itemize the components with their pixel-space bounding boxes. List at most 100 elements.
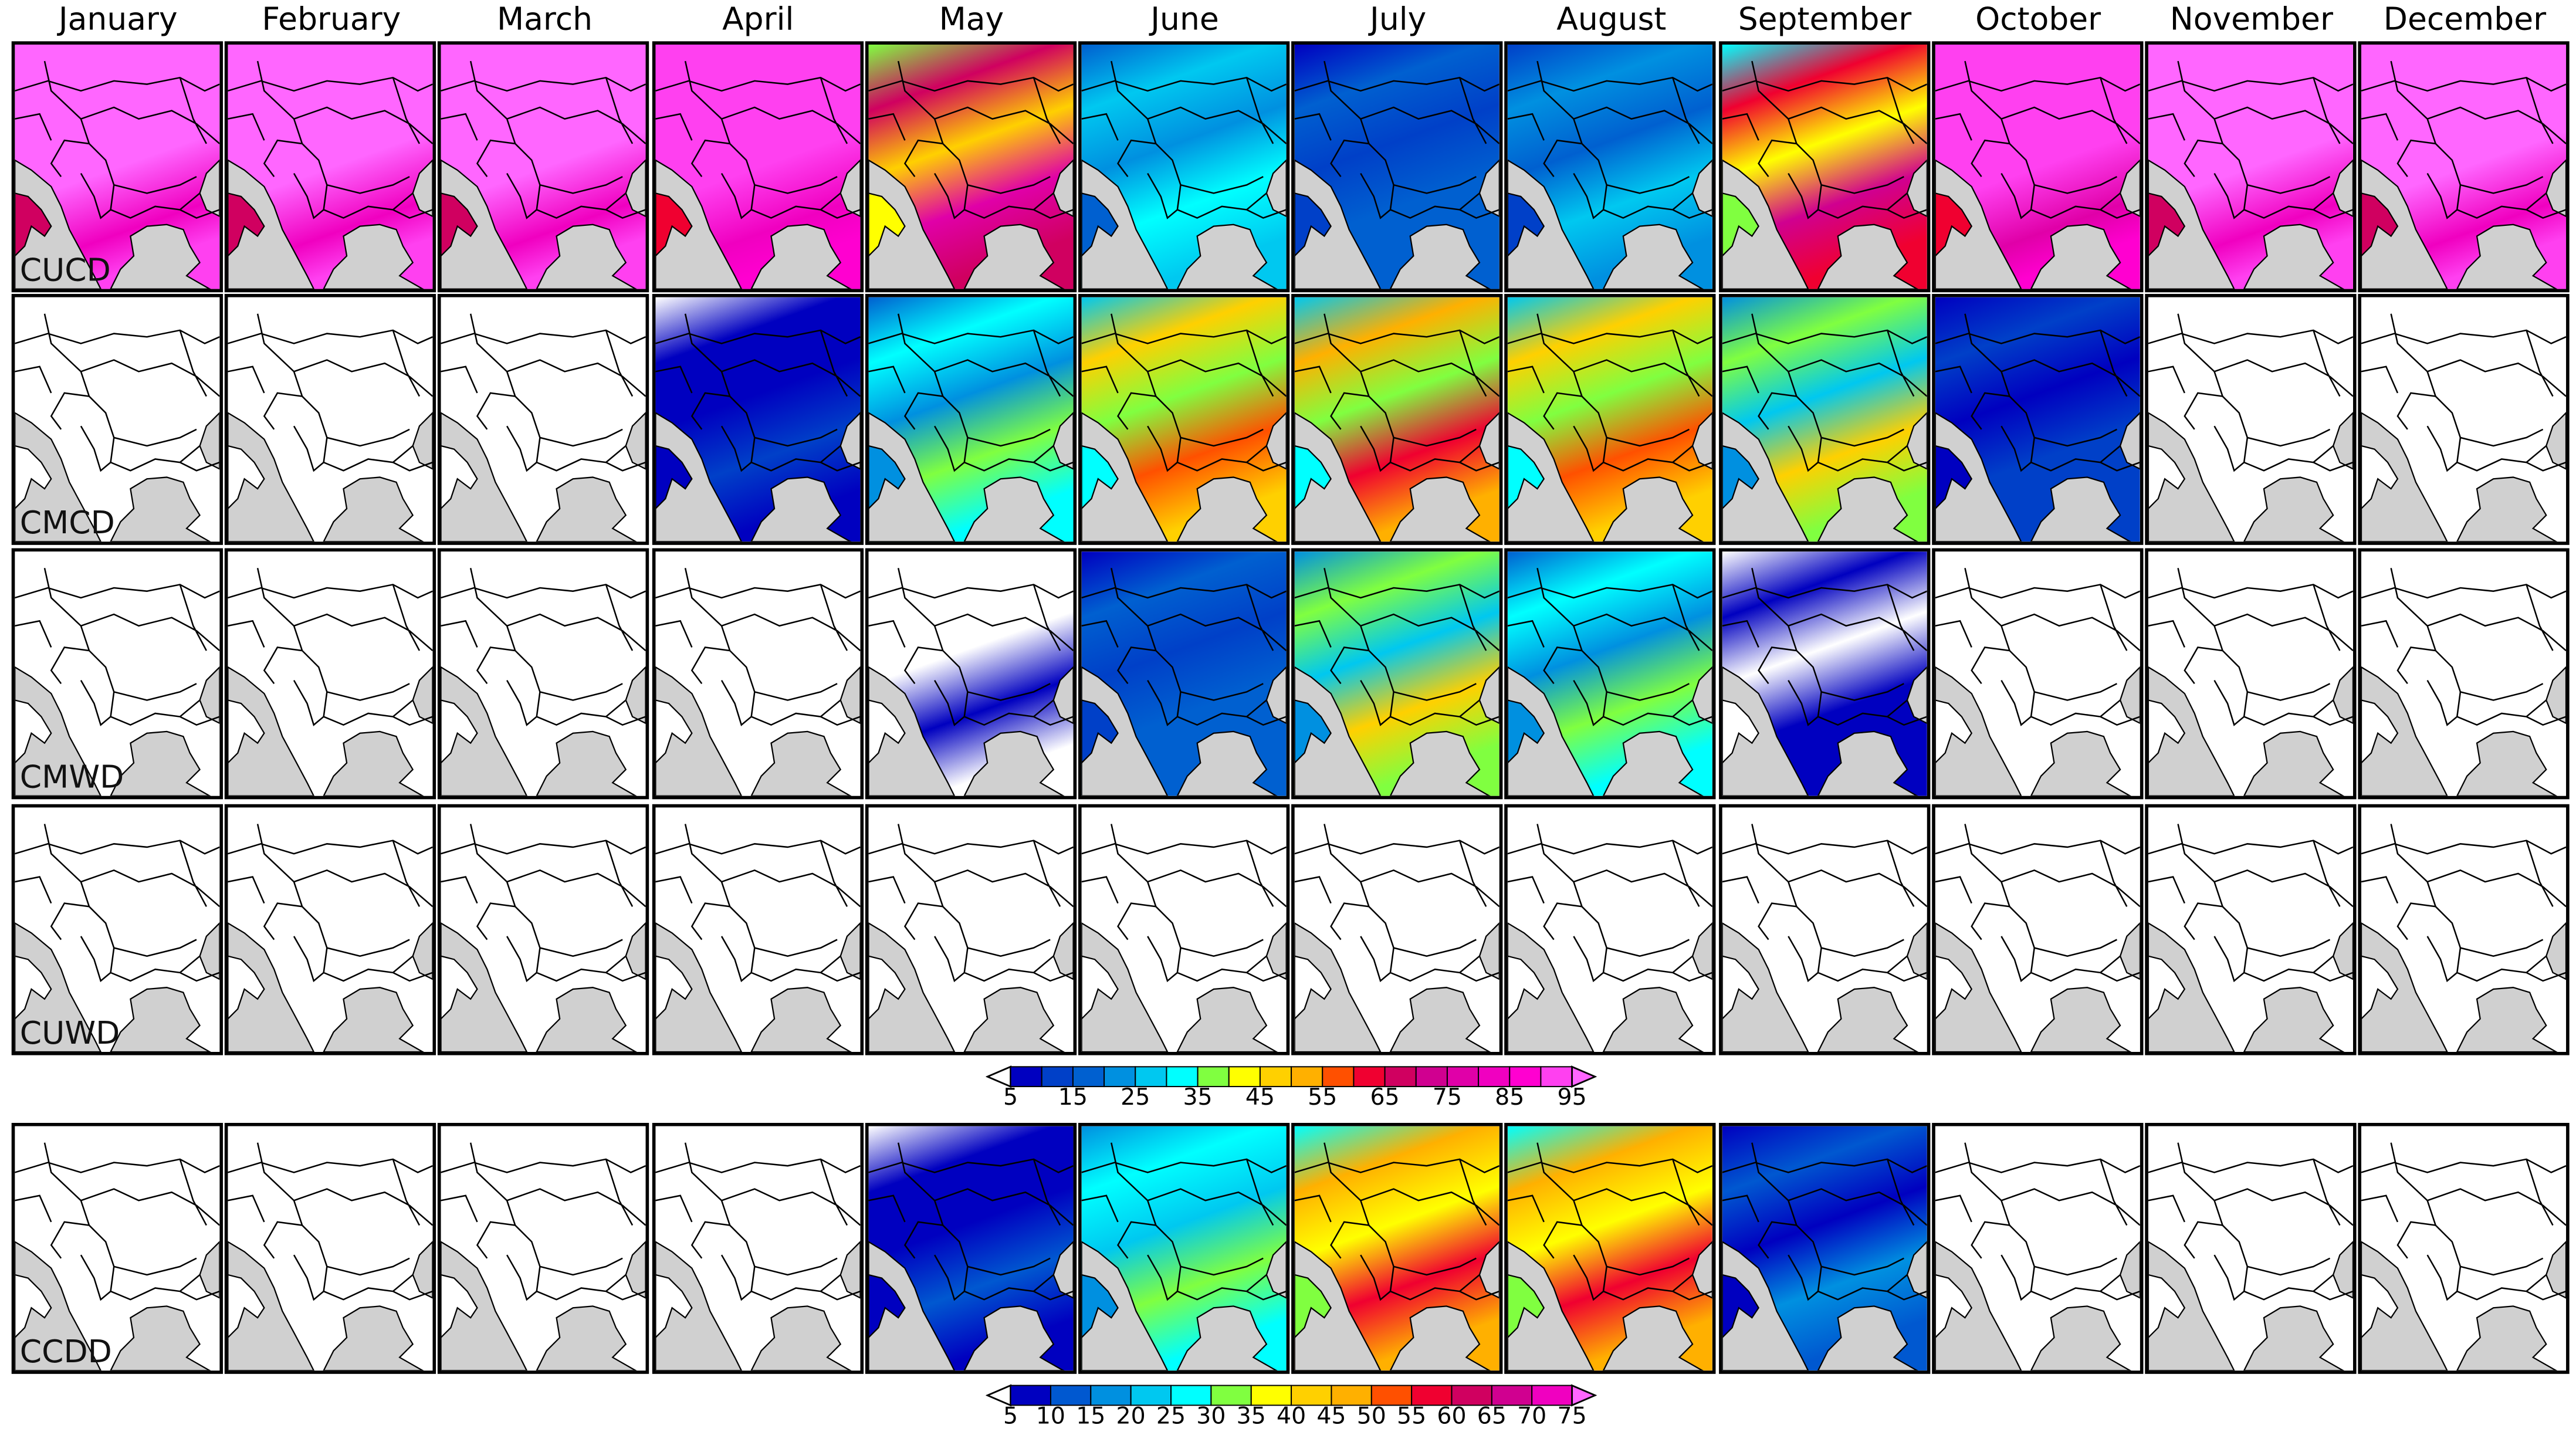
month-label: December	[2383, 1, 2547, 38]
map-panel-cuwd-april	[651, 804, 863, 1055]
sea-area	[1905, 1241, 1927, 1299]
colorbar-box	[1210, 1385, 1252, 1406]
italy-land	[1081, 445, 1119, 510]
colorbar-under-triangle	[986, 1384, 1012, 1407]
sea-area	[2456, 476, 2558, 542]
sea-area	[323, 224, 425, 289]
italy-land	[1721, 1274, 1759, 1339]
sea-area	[2243, 730, 2345, 796]
sea-area	[839, 159, 860, 217]
italy-land	[15, 445, 52, 510]
italy-land	[1721, 955, 1759, 1020]
sea-area	[1265, 159, 1287, 217]
italy-land	[1295, 192, 1332, 257]
map-panel-cmcd-october	[1931, 294, 2143, 545]
map-panel-ccdd-august	[1505, 1122, 1717, 1374]
colorbar-box	[1353, 1066, 1386, 1088]
sea-area	[2361, 159, 2449, 289]
sea-area	[963, 987, 1065, 1052]
map-panel-cmwd-march	[438, 548, 650, 800]
sea-area	[536, 730, 638, 796]
sea-area	[625, 1241, 646, 1299]
sea-area	[1816, 476, 1918, 542]
sea-area	[1052, 922, 1073, 980]
sea-area	[1905, 412, 1927, 470]
sea-area	[1265, 666, 1287, 725]
italy-land	[2361, 699, 2399, 764]
country-borders	[1508, 60, 1713, 219]
sea-area	[655, 666, 742, 796]
sea-area	[15, 1241, 101, 1371]
sea-area	[199, 666, 220, 725]
colorbar-box	[1291, 1066, 1323, 1088]
country-borders	[2148, 824, 2353, 983]
colorbar-box	[1415, 1066, 1448, 1088]
sea-area	[2456, 730, 2558, 796]
sea-area	[1721, 1241, 1809, 1371]
sea-area	[199, 922, 220, 980]
map-panel-ccdd-may	[865, 1122, 1077, 1374]
sea-area	[2332, 1241, 2353, 1299]
sea-area	[1176, 730, 1278, 796]
sea-area	[625, 412, 646, 470]
sea-area	[110, 224, 211, 289]
italy-land	[2361, 192, 2399, 257]
colorbar-box	[1072, 1066, 1105, 1088]
row-label: CMWD	[19, 759, 124, 796]
country-borders	[228, 567, 433, 726]
colorbar-box	[1197, 1066, 1230, 1088]
map-panel-cucd-february	[225, 41, 436, 293]
sea-area	[750, 730, 851, 796]
sea-area	[199, 159, 220, 217]
month-label: May	[939, 1, 1004, 38]
sea-area	[15, 922, 101, 1052]
sea-area	[2243, 1305, 2345, 1371]
sea-area	[2030, 224, 2131, 289]
italy-land	[1508, 955, 1546, 1020]
sea-area	[1176, 987, 1278, 1052]
sea-area	[1176, 224, 1278, 289]
country-borders	[2148, 1142, 2353, 1301]
sea-area	[1052, 412, 1073, 470]
colorbar-tick-label: 75	[1557, 1403, 1587, 1430]
map-panel-cmcd-november	[2145, 294, 2357, 545]
country-borders	[655, 313, 860, 472]
sea-area	[750, 224, 851, 289]
sea-area	[963, 476, 1065, 542]
colorbar-tick-label: 10	[1035, 1403, 1066, 1430]
italy-land	[868, 699, 906, 764]
map-panel-cmwd-january: CMWD	[11, 548, 223, 800]
italy-land	[1721, 699, 1759, 764]
sea-area	[536, 987, 638, 1052]
country-borders	[2148, 567, 2353, 726]
colorbar-tick-label: 25	[1156, 1403, 1186, 1430]
colorbar-tick-label: 85	[1495, 1085, 1525, 1112]
italy-land	[228, 699, 266, 764]
sea-area	[110, 1305, 211, 1371]
colorbar-tick-label: 25	[1121, 1085, 1150, 1112]
italy-land	[441, 1274, 479, 1339]
month-label: January	[58, 1, 178, 38]
italy-land	[1295, 445, 1332, 510]
country-borders	[1935, 1142, 2140, 1301]
italy-land	[1935, 955, 1972, 1020]
sea-area	[2361, 922, 2449, 1052]
sea-area	[1816, 224, 1918, 289]
map-panel-ccdd-november	[2145, 1122, 2357, 1374]
sea-area	[536, 1305, 638, 1371]
sea-area	[750, 1305, 851, 1371]
italy-land	[441, 445, 479, 510]
map-panel-cmcd-january: CMCD	[11, 294, 223, 545]
country-borders	[1721, 60, 1927, 219]
sea-area	[1721, 666, 1809, 796]
colorbar-box	[1166, 1066, 1199, 1088]
country-borders	[2361, 60, 2567, 219]
sea-area	[1479, 412, 1500, 470]
colorbar-over-triangle	[1571, 1384, 1597, 1407]
sea-area	[655, 1241, 742, 1371]
country-borders	[868, 60, 1073, 219]
map-panel-cuwd-january: CUWD	[11, 804, 223, 1055]
colorbar-tick-label: 35	[1183, 1085, 1213, 1112]
sea-area	[2243, 224, 2345, 289]
map-panel-cuwd-october	[1931, 804, 2143, 1055]
